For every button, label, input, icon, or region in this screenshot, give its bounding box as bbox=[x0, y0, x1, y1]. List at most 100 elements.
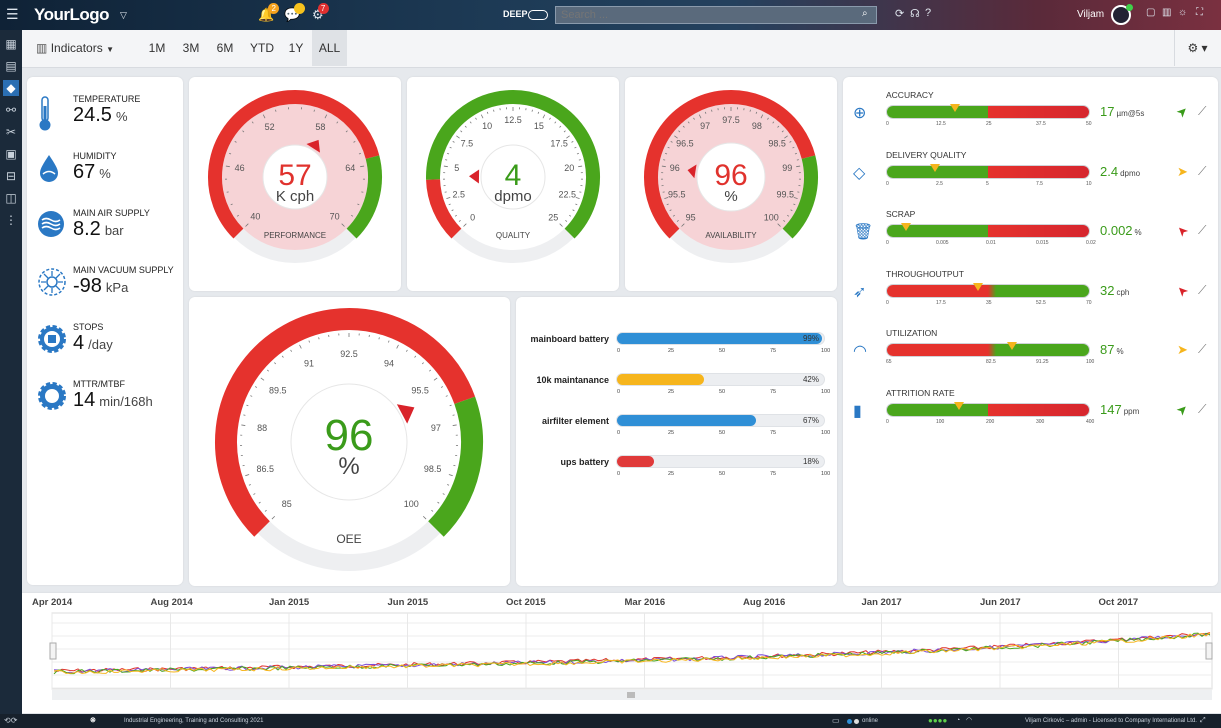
line-chart-icon[interactable]: ⟋ bbox=[1198, 163, 1207, 178]
gauge-tick bbox=[351, 214, 354, 217]
gauge-tick bbox=[258, 501, 261, 504]
gauge-tick bbox=[271, 515, 276, 520]
toggle-switch-icon[interactable] bbox=[528, 10, 548, 20]
range-6m[interactable]: 6M bbox=[216, 41, 234, 55]
network-icon[interactable]: ⚯ bbox=[5, 103, 17, 117]
range-ytd[interactable]: YTD bbox=[250, 41, 274, 55]
camera-icon[interactable]: ▣ bbox=[5, 147, 17, 161]
timeline-date-label: Mar 2016 bbox=[624, 597, 666, 608]
search-input[interactable] bbox=[555, 6, 877, 24]
gauge-tick bbox=[308, 340, 310, 343]
gauge-tick-label: 99 bbox=[782, 163, 792, 173]
gauge-tick bbox=[251, 121, 254, 124]
trend-arrow-icon: ➤ bbox=[1172, 399, 1192, 419]
kpi-value: 2.4 bbox=[1100, 163, 1119, 179]
timeline-left-handle[interactable] bbox=[49, 642, 57, 660]
gauge-green-arc bbox=[426, 90, 600, 239]
logo: YourLogo bbox=[34, 5, 110, 24]
gauge-tick bbox=[781, 130, 784, 133]
chevron-down-icon[interactable]: ▽ bbox=[120, 10, 127, 20]
sensor-label: STOPS bbox=[73, 322, 104, 332]
timeline-scroll-thumb[interactable] bbox=[627, 692, 635, 698]
bar-axis-label: 100 bbox=[821, 471, 831, 477]
fullscreen-icon[interactable]: ⛶ bbox=[1196, 7, 1203, 18]
layout-icon[interactable]: ▥ bbox=[1162, 7, 1172, 18]
help-icon[interactable]: ? bbox=[925, 7, 932, 19]
user-name[interactable]: Viljam bbox=[1077, 9, 1105, 20]
gauge-tick bbox=[456, 135, 460, 139]
kpi-axis-label: 0 bbox=[886, 418, 889, 425]
gauge-red-arc bbox=[426, 179, 462, 239]
dashboard-icon[interactable]: ▦ bbox=[5, 37, 17, 51]
gauge-tick bbox=[572, 209, 575, 212]
line-chart-icon[interactable]: ⟋ bbox=[1198, 104, 1207, 118]
sensor-unit: /day bbox=[88, 337, 113, 352]
connection-status: online bbox=[862, 718, 879, 724]
gauge-tick bbox=[681, 223, 685, 227]
bar-axis-label: 75 bbox=[770, 348, 777, 354]
indicators-dropdown[interactable]: ▥ Indicators ▼ bbox=[36, 30, 126, 66]
gauge-tick bbox=[554, 121, 557, 124]
range-all[interactable]: ALL bbox=[312, 30, 347, 66]
range-1m[interactable]: 1M bbox=[148, 41, 166, 55]
timeline-right-handle[interactable] bbox=[1205, 642, 1213, 660]
timeline-date-label: Aug 2016 bbox=[743, 597, 786, 608]
gauge-tick bbox=[698, 114, 702, 119]
kpi-unit: ppm bbox=[1123, 406, 1140, 416]
deep-toggle[interactable]: DEEP bbox=[503, 9, 528, 19]
window-icon[interactable]: ▢ bbox=[1146, 7, 1156, 18]
trend-arrow-icon: ➤ bbox=[1177, 163, 1188, 179]
chat-icon[interactable]: 💬 bbox=[284, 3, 306, 23]
bell-icon[interactable]: 🔔 2 bbox=[258, 3, 280, 23]
gauge-tick-label: 98.5 bbox=[424, 464, 442, 474]
gauge-tick-label: 64 bbox=[345, 163, 355, 173]
sensor-unit: kPa bbox=[105, 280, 129, 295]
gauge-tick-label: 86.5 bbox=[257, 464, 275, 474]
gauge-tick bbox=[578, 165, 583, 168]
gauge-label: QUALITY bbox=[496, 231, 531, 240]
gauge-tick bbox=[665, 152, 668, 155]
calendar-icon[interactable]: ▤ bbox=[5, 59, 17, 73]
gauge-tick bbox=[574, 146, 577, 149]
range-1y[interactable]: 1Y bbox=[288, 41, 304, 55]
kpi-marker bbox=[950, 104, 961, 112]
gauge-tick-label: 22.5 bbox=[558, 190, 576, 200]
license-text: Viljam Cirkovic – admin - Licensed to Co… bbox=[1025, 718, 1197, 724]
diamond-nav-icon[interactable]: ◆ bbox=[3, 80, 19, 96]
gauge-green-arc bbox=[428, 396, 483, 537]
trend-arrow-icon: ➤ bbox=[1172, 222, 1192, 241]
line-chart-icon[interactable]: ⟋ bbox=[1198, 401, 1207, 416]
gauge-label: PERFORMANCE bbox=[264, 231, 326, 240]
alert-icon[interactable]: ⚙ 7 bbox=[312, 3, 329, 23]
settings-dropdown[interactable]: ⚙ ▾ bbox=[1174, 30, 1220, 66]
kpi-value: 17 bbox=[1100, 104, 1115, 119]
menu-icon[interactable]: ☰ bbox=[6, 6, 19, 22]
gauge-tick bbox=[448, 203, 451, 206]
headset-icon[interactable]: ☊ bbox=[910, 8, 920, 20]
line-chart-icon[interactable]: ⟋ bbox=[1198, 282, 1207, 297]
more-icon[interactable]: ⋮ bbox=[5, 213, 17, 227]
expand-icon[interactable]: ⤢ bbox=[1200, 717, 1206, 724]
sensor-unit: % bbox=[115, 109, 128, 124]
kpi-label: SCRAP bbox=[886, 209, 916, 219]
brightness-icon[interactable]: ☼ bbox=[1178, 7, 1188, 18]
gauge-tick bbox=[248, 484, 251, 486]
line-chart-icon[interactable]: ⟋ bbox=[1198, 342, 1207, 356]
gauge-tick bbox=[566, 135, 570, 139]
plug-icon[interactable]: ⊟ bbox=[5, 169, 17, 183]
tools-icon[interactable]: ✂ bbox=[5, 125, 17, 139]
sensor-value: 4 bbox=[73, 332, 85, 354]
timeline-chart[interactable] bbox=[22, 593, 1221, 713]
timeline-date-label: Oct 2017 bbox=[1098, 597, 1139, 608]
chat-badge bbox=[294, 3, 306, 14]
bar-axis-label: 50 bbox=[719, 430, 726, 436]
avatar[interactable] bbox=[1111, 5, 1131, 25]
line-chart-icon[interactable]: ⟋ bbox=[1198, 223, 1207, 237]
bar-percent: 42% bbox=[802, 375, 819, 384]
search-icon[interactable]: ⌕ bbox=[862, 8, 868, 19]
refresh-icon[interactable]: ⟳ bbox=[895, 8, 905, 20]
gauge-tick bbox=[242, 130, 245, 133]
range-3m[interactable]: 3M bbox=[182, 41, 200, 55]
device-icon[interactable]: ◫ bbox=[5, 191, 17, 205]
gauge-tick-label: 100 bbox=[404, 499, 419, 509]
